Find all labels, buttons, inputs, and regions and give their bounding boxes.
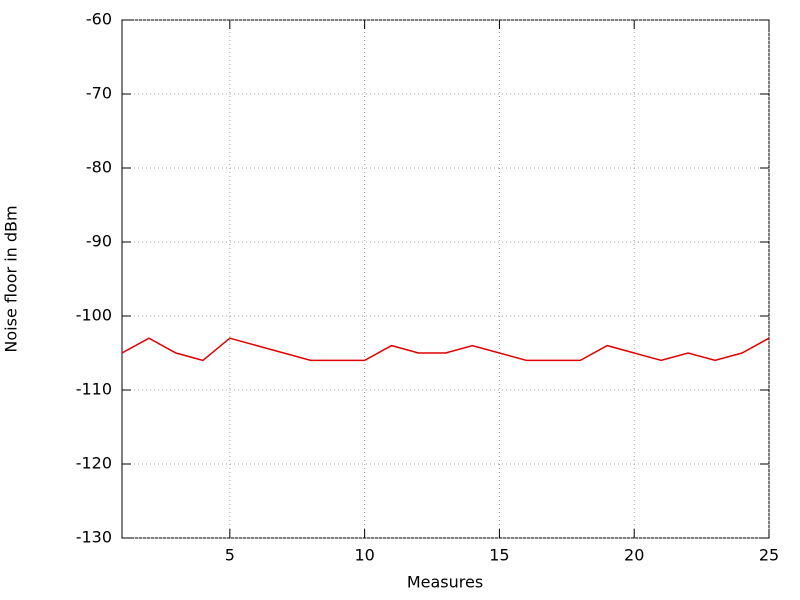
- y-tick-label: -60: [86, 10, 112, 29]
- x-tick-label: 20: [624, 546, 644, 565]
- y-tick-label: -70: [86, 84, 112, 103]
- y-tick-label: -80: [86, 158, 112, 177]
- y-tick-label: -120: [76, 454, 112, 473]
- y-tick-label: -90: [86, 232, 112, 251]
- x-tick-label: 10: [354, 546, 374, 565]
- y-tick-label: -110: [76, 380, 112, 399]
- plot-frame: [121, 19, 770, 539]
- y-tick-label: -100: [76, 306, 112, 325]
- x-tick-label: 15: [489, 546, 509, 565]
- x-tick-label: 25: [759, 546, 779, 565]
- data-line: [121, 337, 770, 362]
- x-axis-label: Measures: [407, 573, 483, 592]
- x-tick-label: 5: [225, 546, 235, 565]
- y-axis-label: Noise floor in dBm: [2, 205, 21, 352]
- y-tick-label: -130: [76, 528, 112, 547]
